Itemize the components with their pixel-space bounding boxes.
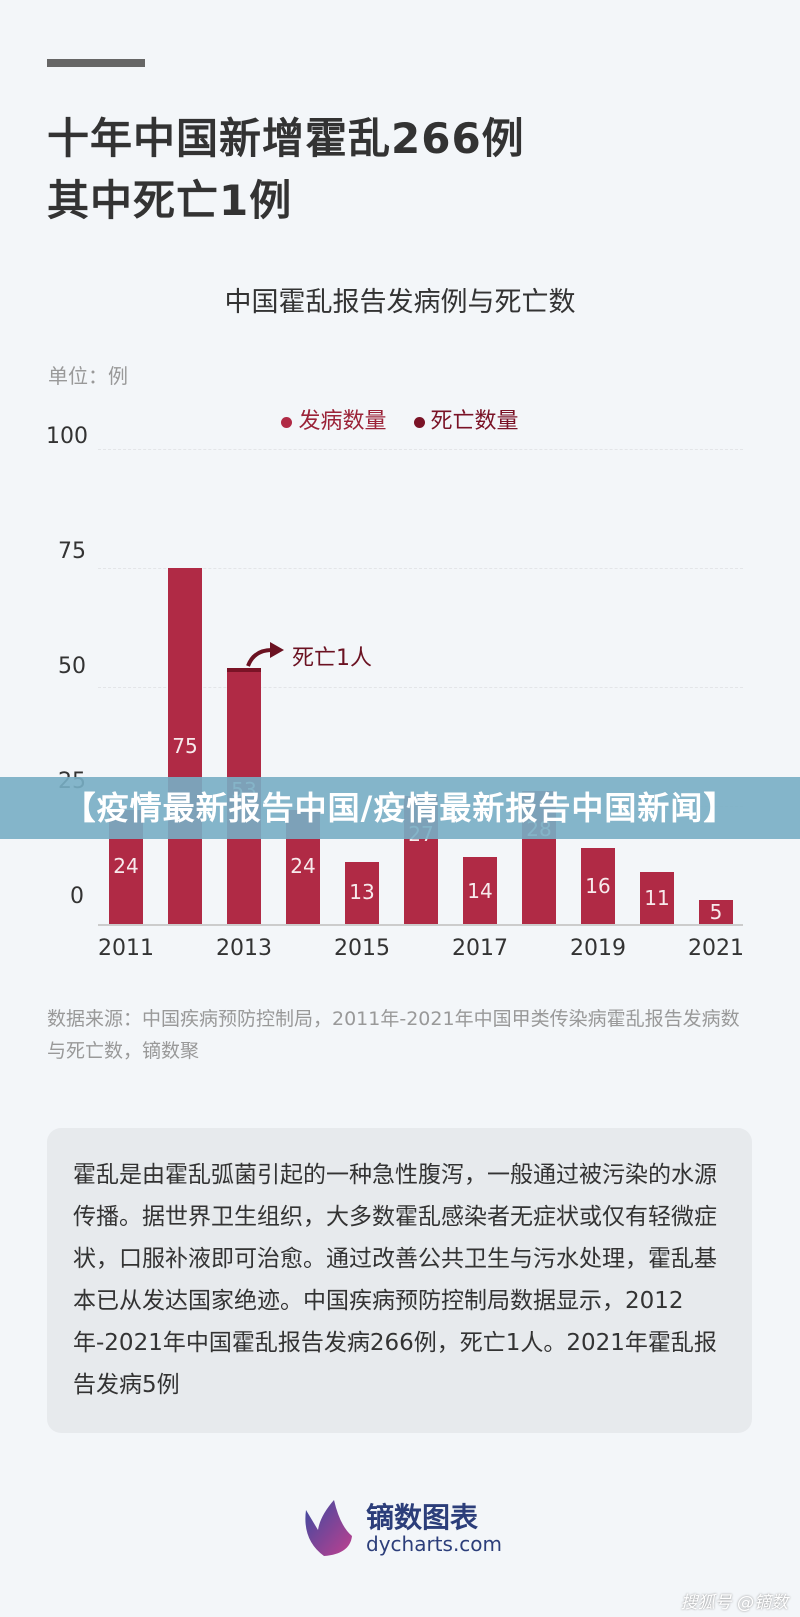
curved-arrow-icon: [246, 642, 284, 667]
bar-2015: 13: [345, 862, 379, 924]
headline-line-1: 十年中国新增霍乱266例: [47, 114, 525, 163]
brand-name-en: dycharts.com: [366, 1532, 503, 1556]
corner-watermark: 搜狐号 @镝数: [680, 1593, 788, 1613]
bar-value: 75: [172, 734, 198, 758]
bar-value: 14: [467, 879, 493, 903]
legend-label: 死亡数量: [430, 409, 519, 434]
y-tick: 100: [46, 424, 88, 449]
death-segment: [227, 668, 261, 672]
x-tick: 2015: [334, 936, 390, 961]
x-tick: 2013: [216, 936, 272, 961]
legend-dot-icon: [413, 416, 425, 428]
chart-title: 中国霍乱报告发病例与死亡数: [224, 287, 576, 318]
info-card: 霍乱是由霍乱弧菌引起的一种急性腹泻，一般通过被污染的水源传播。据世界卫生组织，大…: [47, 1128, 752, 1433]
y-tick: 0: [70, 884, 84, 909]
bar-2017: 14: [463, 857, 497, 924]
overlay-banner: 【疫情最新报告中国/疫情最新报告中国新闻】: [0, 777, 800, 839]
bar-value: 24: [113, 854, 139, 878]
info-text: 霍乱是由霍乱弧菌引起的一种急性腹泻，一般通过被污染的水源传播。据世界卫生组织，大…: [73, 1162, 717, 1398]
legend-item-deaths: 死亡数量: [413, 403, 519, 435]
bar-chart: 100 75 50 25 0 24 75 53 24 13 27 14 28 1…: [46, 424, 744, 961]
bar-value: 16: [585, 874, 611, 898]
x-tick: 2019: [570, 936, 626, 961]
chart-legend: 发病数量 死亡数量: [0, 403, 800, 435]
butterfly-logo-icon: [305, 1500, 352, 1556]
brand-logo: 镝数图表 dycharts.com: [300, 1496, 502, 1562]
x-tick: 2017: [452, 936, 508, 961]
legend-label: 发病数量: [298, 409, 387, 434]
y-tick: 75: [58, 539, 86, 564]
death-annotation: 死亡1人: [292, 646, 372, 671]
gridline: [98, 449, 743, 450]
data-source: 数据来源：中国疾病预防控制局，2011年-2021年中国甲类传染病霍乱报告发病数…: [47, 1008, 740, 1062]
legend-item-cases: 发病数量: [281, 403, 387, 435]
y-tick: 50: [58, 654, 86, 679]
x-axis: [98, 924, 743, 926]
legend-dot-icon: [281, 416, 293, 428]
x-tick: 2011: [98, 936, 154, 961]
x-tick: 2021: [688, 936, 744, 961]
bar-value: 11: [644, 886, 670, 910]
decorative-rule: [47, 59, 145, 67]
overlay-banner-text: 【疫情最新报告中国/疫情最新报告中国新闻】: [63, 789, 737, 827]
brand-name-cn: 镝数图表: [366, 1501, 479, 1534]
gridline: [98, 687, 743, 688]
unit-label: 单位：例: [48, 364, 128, 388]
headline-line-2: 其中死亡1例: [47, 176, 293, 225]
bar-value: 24: [290, 854, 316, 878]
bar-2020: 11: [640, 872, 674, 924]
bar-2012: 75: [168, 568, 202, 924]
gridline: [98, 568, 743, 569]
bar-2019: 16: [581, 848, 615, 924]
page-headline: 十年中国新增霍乱266例 其中死亡1例: [47, 108, 525, 232]
bar-2021: 5: [699, 900, 733, 924]
bar-value: 13: [349, 880, 375, 904]
bar-value: 5: [709, 900, 723, 924]
